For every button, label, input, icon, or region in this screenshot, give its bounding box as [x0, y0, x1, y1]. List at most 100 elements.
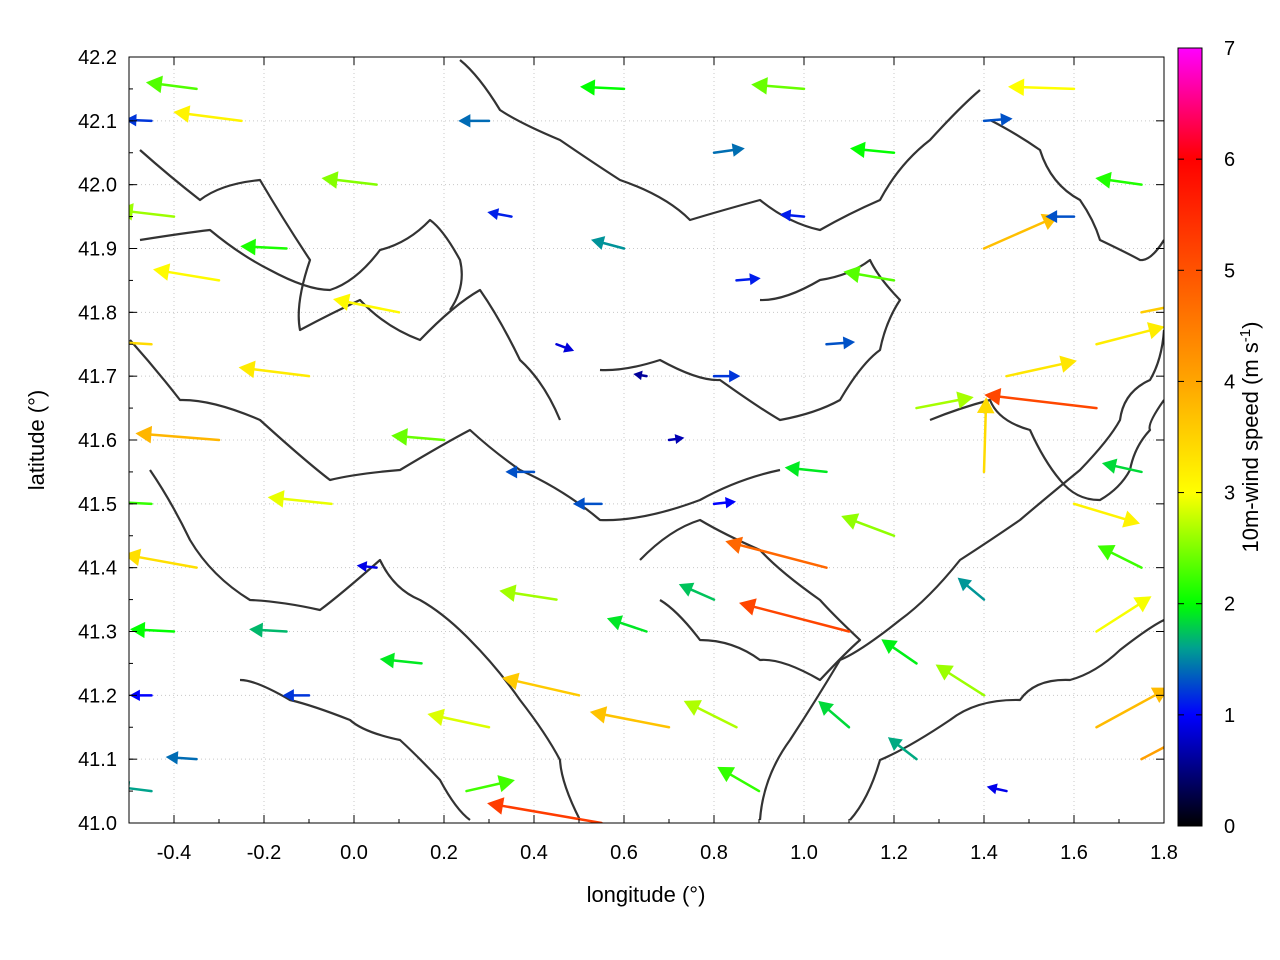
wind-vector — [843, 265, 896, 284]
contour-line — [129, 339, 781, 522]
wind-vector-head — [678, 582, 695, 597]
wind-vector — [678, 582, 716, 601]
wind-vector-shaft — [712, 501, 727, 506]
wind-vector-shaft — [1110, 551, 1143, 569]
y-tick-label: 41.9 — [78, 239, 117, 261]
wind-vector-shaft — [604, 713, 671, 729]
wind-vector-head — [487, 208, 500, 221]
y-tick-label: 41.7 — [78, 366, 117, 388]
colorbar — [1177, 47, 1203, 827]
wind-vector-shaft — [160, 83, 198, 91]
contour-line — [639, 518, 862, 682]
wind-vector — [145, 75, 198, 94]
colorbar-tick-label: 5 — [1224, 260, 1235, 282]
contour-line — [139, 149, 562, 421]
wind-vector-head — [881, 639, 898, 655]
wind-vector-head — [129, 114, 137, 127]
wind-vector-shaft — [827, 708, 851, 729]
x-tick-label: 0.2 — [430, 842, 458, 864]
wind-vector — [717, 766, 761, 793]
wind-vector — [887, 737, 918, 761]
wind-vector — [129, 341, 153, 346]
wind-vector — [1140, 745, 1164, 761]
wind-vector-head — [1000, 113, 1013, 126]
y-tick-label: 41.8 — [78, 302, 117, 324]
colorbar-ticks: 0 1 2 3 4 5 6 7 — [1178, 38, 1235, 838]
wind-vector-head — [818, 700, 834, 716]
x-tick-label: -0.2 — [247, 842, 281, 864]
wind-vector — [572, 497, 603, 511]
x-tick-label: 0.4 — [520, 842, 548, 864]
x-axis-ticks: -0.4 -0.2 0.0 0.2 0.4 0.6 0.8 1.0 1.2 1.4 1.6 1.8 — [128, 57, 1178, 864]
wind-vector-shaft — [555, 343, 567, 349]
wind-vector-shaft — [947, 671, 986, 697]
y-tick-label: 41.5 — [78, 494, 117, 516]
wind-vector — [976, 397, 995, 474]
wind-vector-shaft — [966, 584, 986, 601]
wind-vector-head — [502, 672, 520, 690]
wind-vector — [487, 797, 603, 823]
colorbar-tick-label: 6 — [1224, 149, 1235, 171]
contour-line — [459, 59, 981, 232]
wind-vector — [580, 79, 626, 96]
wind-vector — [751, 77, 806, 95]
wind-vectors — [129, 75, 1164, 823]
wind-vector — [282, 689, 311, 702]
colorbar-tick-label: 3 — [1224, 483, 1235, 505]
wind-vector-shaft — [825, 341, 845, 346]
x-tick-label: 0.8 — [700, 842, 728, 864]
wind-vector-shaft — [789, 214, 806, 218]
wind-vector-head — [957, 577, 973, 592]
wind-vector — [589, 706, 671, 729]
x-tick-label: -0.4 — [157, 842, 191, 864]
wind-vector-shaft — [176, 756, 198, 761]
wind-vector-shaft — [516, 680, 581, 697]
wind-vector-shaft — [254, 245, 288, 250]
wind-vector-shaft — [513, 591, 558, 601]
x-tick-label: 1.8 — [1150, 842, 1178, 864]
wind-vector-head — [976, 397, 995, 414]
wind-vector — [333, 293, 401, 314]
contour-line — [239, 678, 471, 821]
wind-vector-head — [749, 273, 761, 286]
wind-vector — [505, 465, 536, 479]
wind-vector-shaft — [797, 467, 828, 474]
wind-vector-head — [850, 141, 866, 158]
wind-vector-head — [887, 737, 903, 751]
wind-vector-shaft — [897, 743, 918, 761]
wind-vector-head — [427, 708, 445, 727]
wind-vector — [391, 428, 446, 446]
wind-vector-head — [267, 490, 285, 508]
wind-vector-shaft — [753, 605, 851, 633]
wind-vector-shaft — [282, 497, 333, 506]
colorbar-label-main: 10m-wind speed (m s — [1238, 342, 1263, 552]
wind-vector — [779, 209, 806, 222]
colorbar-label-end: ) — [1238, 322, 1263, 329]
wind-vector-head — [1133, 596, 1152, 613]
wind-vector-head — [633, 370, 643, 381]
y-tick-label: 41.6 — [78, 430, 117, 452]
wind-vector-head — [1147, 322, 1164, 340]
wind-vector-head — [683, 700, 702, 716]
wind-vector-head — [1097, 544, 1116, 561]
wind-vector-head — [173, 105, 191, 123]
wind-vector-head — [956, 391, 974, 409]
contour-line — [989, 119, 1164, 262]
wind-vector — [135, 425, 221, 444]
wind-vector-shaft — [129, 341, 153, 346]
wind-vector — [1072, 502, 1140, 528]
wind-vector-shaft — [129, 501, 153, 506]
wind-vector — [130, 621, 176, 639]
wind-vector-shaft — [365, 565, 378, 569]
wind-vector-head — [497, 775, 515, 793]
wind-vector-shaft — [892, 646, 918, 665]
wind-vector-shaft — [167, 270, 221, 282]
wind-vector-shaft — [138, 556, 198, 569]
wind-vector — [1045, 210, 1076, 224]
wind-vector — [238, 360, 311, 379]
wind-vector-head — [572, 497, 585, 511]
wind-vector-shaft — [863, 148, 896, 154]
wind-vector — [1095, 596, 1152, 633]
wind-vector-head — [1122, 510, 1140, 528]
wind-vector-shaft — [1140, 306, 1164, 314]
